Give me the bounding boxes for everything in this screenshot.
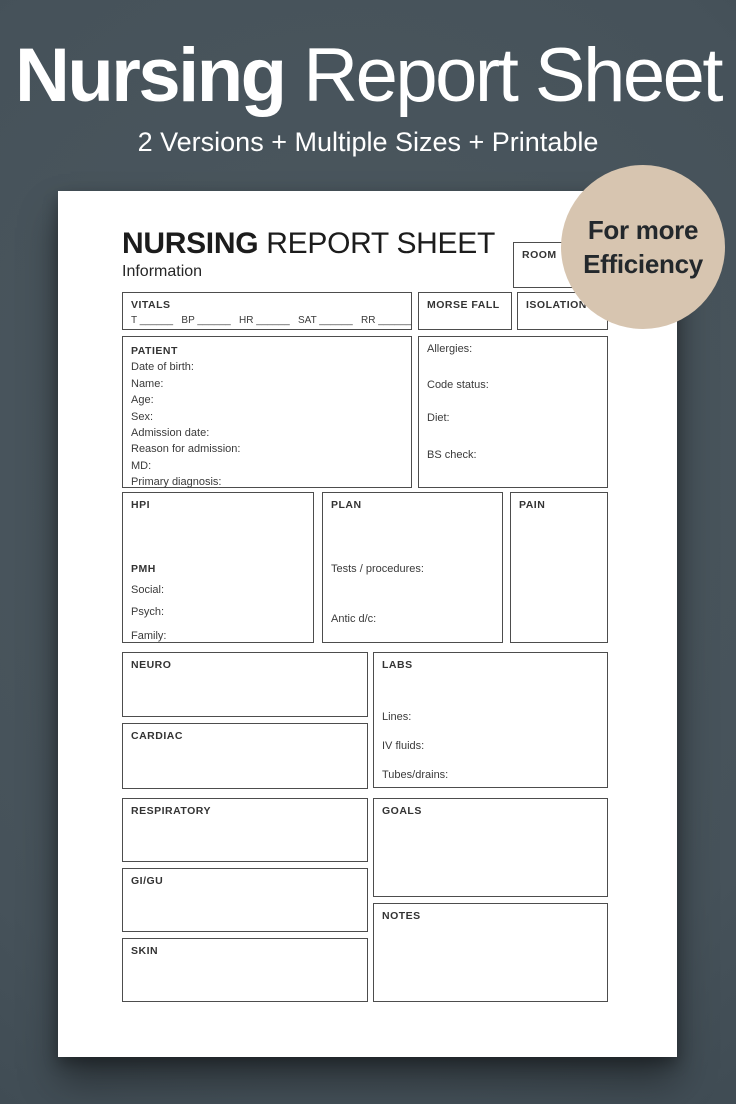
field-bs-check: BS check: bbox=[427, 449, 477, 461]
field-antic-dc: Antic d/c: bbox=[331, 613, 377, 625]
patient-field-name: Name: bbox=[131, 377, 164, 390]
pmh-label: PMH bbox=[131, 563, 156, 575]
promo-title: Nursing Report Sheet bbox=[0, 38, 736, 114]
form-title: NURSING REPORT SHEET bbox=[122, 229, 495, 259]
respiratory-box: RESPIRATORY bbox=[122, 798, 368, 862]
labs-box: LABS Lines: IV fluids: Tubes/drains: bbox=[373, 652, 608, 788]
form-title-bold: NURSING bbox=[122, 227, 259, 260]
plan-box: PLAN Tests / procedures: Antic d/c: bbox=[322, 492, 503, 643]
patient-field-admission-date: Admission date: bbox=[131, 427, 210, 440]
neuro-label: NEURO bbox=[131, 659, 172, 671]
field-tests-procedures: Tests / procedures: bbox=[331, 563, 424, 575]
isolation-label: ISOLATION bbox=[526, 299, 587, 311]
pain-label: PAIN bbox=[519, 499, 546, 511]
badge-line-1: For more bbox=[587, 215, 699, 245]
goals-box: GOALS bbox=[373, 798, 608, 897]
field-family: Family: bbox=[131, 630, 167, 642]
form-subtitle: Information bbox=[122, 263, 203, 280]
skin-label: SKIN bbox=[131, 945, 159, 957]
notes-box: NOTES bbox=[373, 903, 608, 1002]
field-diet: Diet: bbox=[427, 412, 450, 424]
patient-field-diagnosis: Primary diagnosis: bbox=[131, 476, 222, 489]
vitals-label: VITALS bbox=[131, 299, 171, 311]
field-psych: Psych: bbox=[131, 606, 165, 618]
field-tubes-drains: Tubes/drains: bbox=[382, 769, 449, 781]
promo-title-bold: Nursing bbox=[14, 33, 287, 118]
morse-fall-label: MORSE FALL bbox=[427, 299, 500, 311]
patient-field-md: MD: bbox=[131, 459, 152, 472]
efficiency-badge: For more Efficiency bbox=[561, 165, 725, 329]
field-lines: Lines: bbox=[382, 711, 412, 723]
promo-subtitle: 2 Versions + Multiple Sizes + Printable bbox=[137, 127, 599, 157]
goals-label: GOALS bbox=[382, 805, 422, 817]
field-social: Social: bbox=[131, 584, 165, 596]
patient-field-reason: Reason for admission: bbox=[131, 443, 241, 456]
patient-field-sex: Sex: bbox=[131, 410, 154, 423]
cardiac-label: CARDIAC bbox=[131, 730, 183, 742]
patient-field-age: Age: bbox=[131, 394, 154, 407]
skin-box: SKIN bbox=[122, 938, 368, 1002]
field-code-status: Code status: bbox=[427, 379, 489, 391]
labs-label: LABS bbox=[382, 659, 413, 671]
plan-label: PLAN bbox=[331, 499, 362, 511]
respiratory-label: RESPIRATORY bbox=[131, 805, 211, 817]
hpi-box: HPI PMH Social: Psych: Family: bbox=[122, 492, 314, 643]
vitals-box: VITALS T ______ BP ______ HR ______ SAT … bbox=[122, 292, 412, 330]
room-label: ROOM bbox=[522, 249, 557, 261]
cardiac-box: CARDIAC bbox=[122, 723, 368, 789]
morse-fall-box: MORSE FALL bbox=[418, 292, 512, 330]
gigu-box: GI/GU bbox=[122, 868, 368, 932]
badge-line-2: Efficiency bbox=[583, 249, 703, 279]
pain-box: PAIN bbox=[510, 492, 608, 643]
notes-label: NOTES bbox=[382, 910, 421, 922]
promo-title-rest: Report Sheet bbox=[284, 33, 723, 118]
field-iv-fluids: IV fluids: bbox=[382, 740, 425, 752]
neuro-box: NEURO bbox=[122, 652, 368, 717]
field-allergies: Allergies: bbox=[427, 343, 473, 355]
patient-label: PATIENT bbox=[131, 345, 178, 357]
report-sheet-paper: NURSING REPORT SHEET Information ROOM VI… bbox=[58, 191, 677, 1057]
hpi-label: HPI bbox=[131, 499, 151, 511]
form-title-rest: REPORT SHEET bbox=[258, 227, 495, 260]
gigu-label: GI/GU bbox=[131, 875, 164, 887]
patient-box: PATIENT Date of birth: Name: Age: Sex: A… bbox=[122, 336, 412, 488]
vitals-blank-line: T ______ BP ______ HR ______ SAT ______ … bbox=[131, 315, 412, 326]
clinical-info-box: Allergies: Code status: Diet: BS check: bbox=[418, 336, 608, 488]
patient-field-dob: Date of birth: bbox=[131, 361, 194, 374]
